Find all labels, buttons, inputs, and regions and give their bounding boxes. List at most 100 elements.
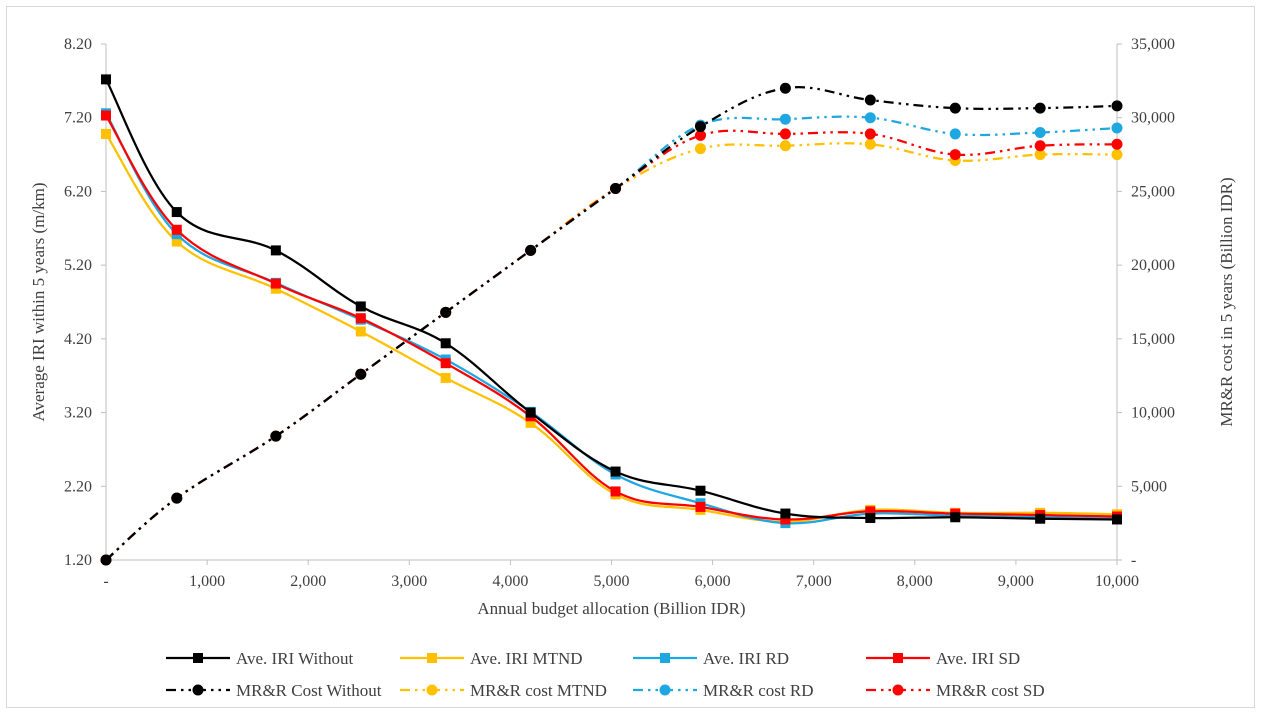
series-line bbox=[105, 112, 1118, 525]
legend-label: Ave. IRI Without bbox=[236, 649, 353, 668]
data-point bbox=[1034, 102, 1046, 114]
legend-swatch-marker bbox=[193, 653, 203, 663]
y-right-tick-label: 15,000 bbox=[1131, 331, 1175, 348]
data-point bbox=[780, 508, 791, 519]
data-point bbox=[694, 121, 706, 133]
x-axis-title: Annual budget allocation (Billion IDR) bbox=[477, 599, 745, 618]
x-tick-label: 8,000 bbox=[897, 573, 933, 590]
y-left-tick-label: 6.20 bbox=[64, 183, 92, 200]
data-point bbox=[694, 129, 706, 141]
data-point bbox=[270, 430, 282, 442]
data-point bbox=[779, 113, 791, 125]
y-left-tick-label: 4.20 bbox=[64, 331, 92, 348]
data-point bbox=[1034, 149, 1046, 161]
y-left-tick-label: 1.20 bbox=[64, 552, 92, 569]
legend-entry: Ave. IRI Without bbox=[166, 649, 353, 668]
x-tick-label: 1,000 bbox=[189, 573, 225, 590]
data-point bbox=[100, 554, 112, 566]
data-point bbox=[610, 486, 621, 497]
legend-label: MR&R cost RD bbox=[703, 681, 814, 700]
legend-label: MR&R cost SD bbox=[936, 681, 1045, 700]
data-point bbox=[171, 224, 182, 235]
legend-swatch-marker bbox=[893, 653, 903, 663]
y-right-tick-label: 30,000 bbox=[1131, 110, 1175, 127]
legend-entry: MR&R cost MTND bbox=[400, 681, 607, 700]
data-point bbox=[695, 501, 706, 512]
chart-frame bbox=[6, 6, 1255, 708]
data-point bbox=[949, 102, 961, 114]
x-tick-label: 2,000 bbox=[290, 573, 326, 590]
data-point bbox=[1111, 122, 1123, 134]
y-right-tick-label: 10,000 bbox=[1131, 405, 1175, 422]
series-line bbox=[105, 114, 1118, 521]
data-point bbox=[355, 301, 366, 312]
y-right-axis-title: MR&R cost in 5 years (Billion IDR) bbox=[1217, 177, 1236, 426]
series-ave-iri-sd bbox=[101, 110, 1122, 525]
x-tick-label: 9,000 bbox=[998, 573, 1034, 590]
data-point bbox=[440, 358, 451, 369]
data-point bbox=[1035, 513, 1046, 524]
x-tick-label: - bbox=[103, 573, 108, 590]
legend-swatch-marker bbox=[192, 684, 204, 696]
x-tick-label: 4,000 bbox=[492, 573, 528, 590]
y-right-tick-label: 35,000 bbox=[1131, 36, 1175, 53]
y-right-tick-label: - bbox=[1131, 552, 1136, 569]
legend-swatch-marker bbox=[659, 684, 671, 696]
data-point bbox=[610, 466, 621, 477]
legend-label: MR&R cost MTND bbox=[470, 681, 607, 700]
series-ave-iri-rd bbox=[101, 108, 1122, 529]
data-point bbox=[101, 110, 111, 121]
y-right-tick-label: 20,000 bbox=[1131, 257, 1175, 274]
data-point bbox=[171, 492, 183, 504]
data-point bbox=[1111, 149, 1123, 161]
series-mr-r-cost-sd bbox=[100, 128, 1123, 566]
data-point bbox=[270, 283, 281, 294]
y-left-tick-label: 3.20 bbox=[64, 405, 92, 422]
data-point bbox=[525, 407, 536, 418]
data-point bbox=[1034, 126, 1046, 138]
data-point bbox=[525, 417, 536, 428]
series-ave-iri-without bbox=[101, 74, 1122, 525]
x-tick-label: 10,000 bbox=[1095, 573, 1139, 590]
legend: Ave. IRI Without Ave. IRI MTND Ave. IRI RD… bbox=[166, 649, 1045, 700]
legend-entry: Ave. IRI RD bbox=[633, 649, 789, 668]
data-point bbox=[949, 128, 961, 140]
y-left-tick-label: 5.20 bbox=[64, 257, 92, 274]
data-point bbox=[610, 182, 622, 194]
x-tick-label: 7,000 bbox=[796, 573, 832, 590]
data-point bbox=[949, 149, 961, 161]
y-left-tick-label: 7.20 bbox=[64, 110, 92, 127]
legend-entry: MR&R Cost Without bbox=[166, 681, 382, 700]
series-area bbox=[100, 74, 1123, 566]
data-point bbox=[864, 138, 876, 150]
legend-label: Ave. IRI RD bbox=[703, 649, 789, 668]
data-point bbox=[1112, 514, 1122, 525]
legend-swatch-marker bbox=[426, 684, 438, 696]
data-point bbox=[171, 236, 182, 247]
data-point bbox=[780, 514, 791, 525]
data-point bbox=[950, 512, 961, 523]
data-point bbox=[1034, 140, 1046, 152]
data-point bbox=[355, 313, 366, 324]
data-point bbox=[440, 372, 451, 383]
axes: - 1,000 2,000 3,000 4,000 5,000 6,000 7,000 8,00… bbox=[29, 36, 1236, 618]
y-left-tick-label: 2.20 bbox=[64, 478, 92, 495]
legend-swatch-marker bbox=[660, 653, 670, 663]
data-point bbox=[695, 485, 706, 496]
data-point bbox=[101, 128, 111, 139]
legend-entry: MR&R cost SD bbox=[866, 681, 1045, 700]
x-tick-label: 5,000 bbox=[594, 573, 630, 590]
y-right-tick-label: 5,000 bbox=[1131, 478, 1167, 495]
legend-entry: Ave. IRI MTND bbox=[400, 649, 583, 668]
data-point bbox=[1111, 138, 1123, 150]
data-point bbox=[440, 306, 452, 318]
data-point bbox=[779, 82, 791, 94]
legend-swatch-marker bbox=[892, 684, 904, 696]
x-tick-label: 6,000 bbox=[695, 573, 731, 590]
data-point bbox=[694, 143, 706, 155]
legend-label: Ave. IRI MTND bbox=[470, 649, 583, 668]
data-point bbox=[779, 140, 791, 152]
data-point bbox=[171, 207, 182, 218]
data-point bbox=[1111, 100, 1123, 112]
